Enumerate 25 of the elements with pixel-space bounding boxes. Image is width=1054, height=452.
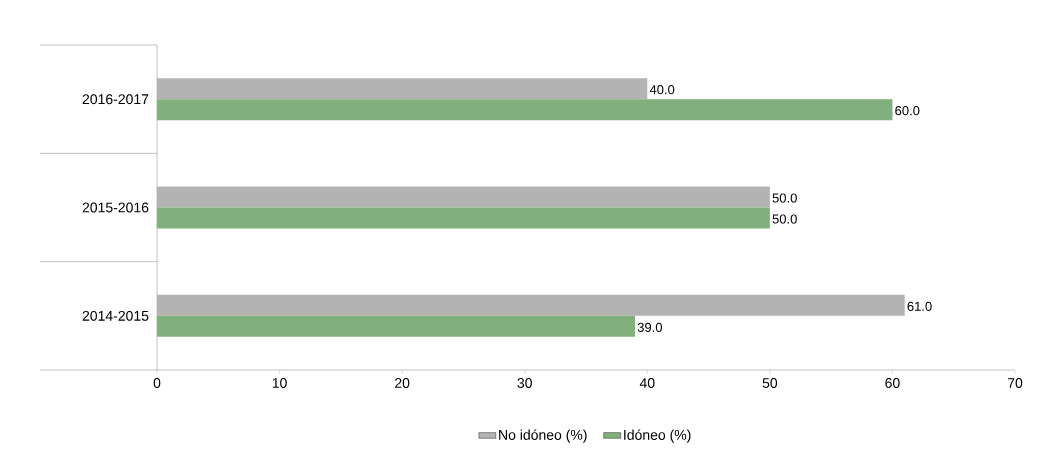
x-tick-label: 20 [395, 378, 410, 388]
legend-label: No idóneo (%) [499, 429, 587, 443]
x-tick-label: 50 [762, 378, 778, 388]
y-tick-label: 2014-2015 [82, 310, 149, 321]
bar [157, 207, 770, 229]
bar [157, 99, 893, 121]
bar [157, 186, 770, 208]
data-label: 50.0 [772, 193, 797, 203]
data-label: 40.0 [649, 85, 675, 95]
x-tick-label: 10 [272, 378, 287, 388]
bar [157, 294, 905, 316]
data-label: 50.0 [772, 214, 797, 224]
bar [157, 78, 648, 100]
x-tick-label: 60 [885, 378, 900, 388]
x-tick-label: 70 [1007, 378, 1023, 388]
y-tick-label: 2016-2017 [82, 94, 149, 105]
data-label: 60.0 [895, 106, 920, 116]
x-tick-label: 30 [517, 378, 532, 388]
bar [157, 315, 636, 337]
x-tick-label: 40 [639, 378, 655, 388]
legend-label: Idóneo (%) [624, 429, 691, 443]
y-tick-label: 2015-2016 [82, 202, 149, 213]
x-tick-label: 0 [153, 378, 161, 388]
data-label: 39.0 [637, 322, 663, 332]
data-label: 61.0 [907, 301, 932, 311]
